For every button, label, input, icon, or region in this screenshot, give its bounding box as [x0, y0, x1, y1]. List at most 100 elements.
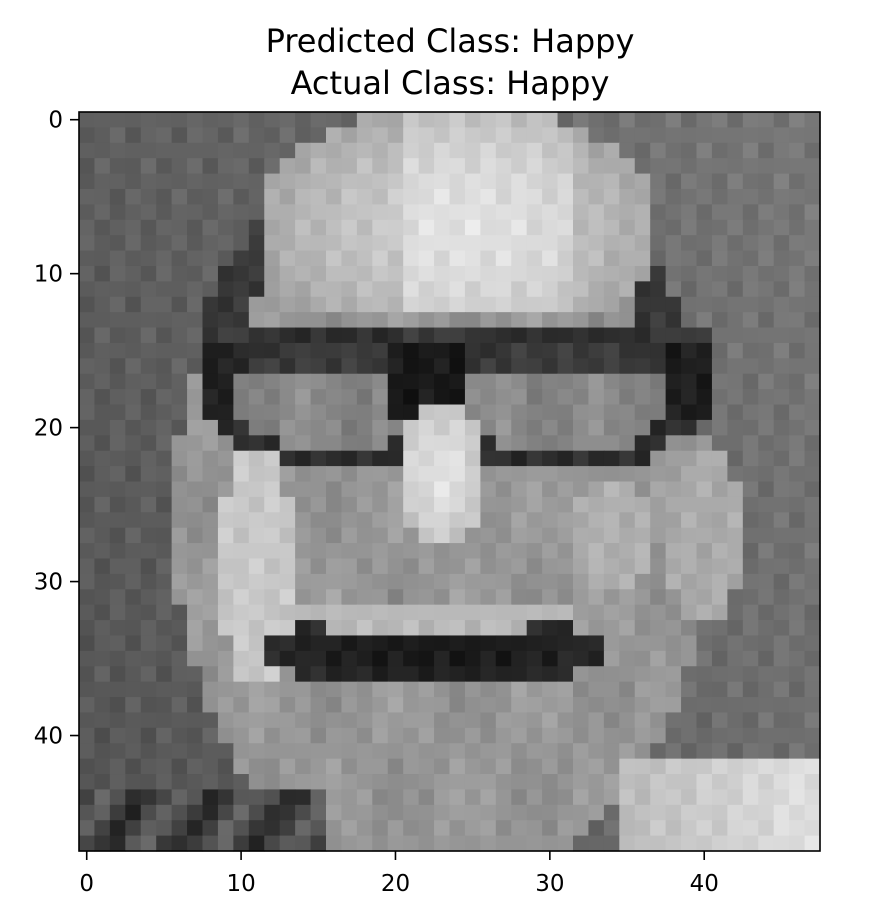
image-pixel — [295, 142, 312, 159]
image-pixel — [464, 373, 481, 390]
image-pixel — [742, 727, 759, 744]
image-pixel — [696, 804, 713, 821]
image-pixel — [573, 481, 590, 498]
image-pixel — [156, 774, 173, 791]
image-pixel — [356, 158, 373, 175]
image-pixel — [326, 250, 343, 267]
image-pixel — [804, 450, 821, 467]
image-pixel — [804, 604, 821, 621]
image-pixel — [573, 127, 590, 144]
image-pixel — [171, 281, 188, 298]
image-pixel — [418, 112, 435, 128]
image-pixel — [557, 512, 574, 529]
image-pixel — [742, 296, 759, 313]
image-pixel — [495, 774, 512, 791]
image-pixel — [696, 373, 713, 390]
image-pixel — [387, 281, 404, 298]
image-pixel — [696, 312, 713, 329]
image-pixel — [449, 250, 466, 267]
image-pixel — [140, 573, 157, 590]
image-pixel — [356, 235, 373, 252]
image-pixel — [233, 743, 250, 760]
image-pixel — [109, 342, 126, 359]
image-pixel — [109, 589, 126, 606]
image-pixel — [650, 450, 667, 467]
image-pixel — [233, 327, 250, 344]
image-pixel — [464, 296, 481, 313]
image-pixel — [511, 358, 528, 375]
image-pixel — [603, 496, 620, 513]
image-pixel — [742, 373, 759, 390]
image-pixel — [202, 681, 219, 698]
image-pixel — [217, 789, 234, 806]
image-pixel — [94, 527, 111, 544]
image-pixel — [696, 774, 713, 791]
image-pixel — [449, 358, 466, 375]
image-pixel — [326, 265, 343, 282]
image-pixel — [542, 219, 559, 236]
image-pixel — [758, 635, 775, 652]
image-pixel — [727, 789, 744, 806]
image-pixel — [542, 666, 559, 683]
image-pixel — [588, 142, 605, 159]
image-pixel — [171, 589, 188, 606]
image-pixel — [480, 527, 497, 544]
image-pixel — [356, 358, 373, 375]
image-pixel — [140, 558, 157, 575]
image-pixel — [125, 697, 142, 714]
image-pixel — [264, 127, 281, 144]
image-pixel — [619, 743, 636, 760]
image-pixel — [789, 358, 806, 375]
image-pixel — [727, 142, 744, 159]
image-pixel — [789, 512, 806, 529]
image-pixel — [248, 327, 265, 344]
image-pixel — [542, 573, 559, 590]
image-pixel — [727, 158, 744, 175]
image-pixel — [619, 389, 636, 406]
image-pixel — [511, 435, 528, 452]
image-pixel — [387, 481, 404, 498]
image-pixel — [526, 820, 543, 837]
image-pixel — [418, 496, 435, 513]
image-pixel — [140, 650, 157, 667]
image-pixel — [542, 496, 559, 513]
image-pixel — [619, 820, 636, 837]
image-pixel — [403, 758, 420, 775]
image-pixel — [356, 112, 373, 128]
image-pixel — [711, 158, 728, 175]
image-pixel — [773, 235, 790, 252]
image-pixel — [341, 327, 358, 344]
image-pixel — [434, 820, 451, 837]
image-pixel — [557, 419, 574, 436]
image-pixel — [171, 127, 188, 144]
image-pixel — [94, 589, 111, 606]
image-pixel — [403, 743, 420, 760]
image-pixel — [326, 573, 343, 590]
image-pixel — [526, 512, 543, 529]
image-pixel — [727, 758, 744, 775]
image-pixel — [326, 697, 343, 714]
image-pixel — [156, 604, 173, 621]
image-pixel — [372, 389, 389, 406]
image-pixel — [187, 804, 204, 821]
image-pixel — [94, 173, 111, 190]
image-pixel — [264, 512, 281, 529]
image-pixel — [217, 342, 234, 359]
image-pixel — [634, 219, 651, 236]
image-pixel — [696, 358, 713, 375]
image-pixel — [387, 204, 404, 221]
image-pixel — [711, 543, 728, 560]
image-pixel — [495, 635, 512, 652]
image-pixel — [109, 681, 126, 698]
image-pixel — [202, 558, 219, 575]
image-pixel — [711, 112, 728, 128]
image-pixel — [650, 789, 667, 806]
image-pixel — [619, 250, 636, 267]
image-pixel — [125, 558, 142, 575]
image-pixel — [279, 820, 296, 837]
image-pixel — [109, 804, 126, 821]
image-pixel — [634, 727, 651, 744]
image-pixel — [171, 466, 188, 483]
image-pixel — [557, 650, 574, 667]
image-pixel — [140, 835, 157, 852]
